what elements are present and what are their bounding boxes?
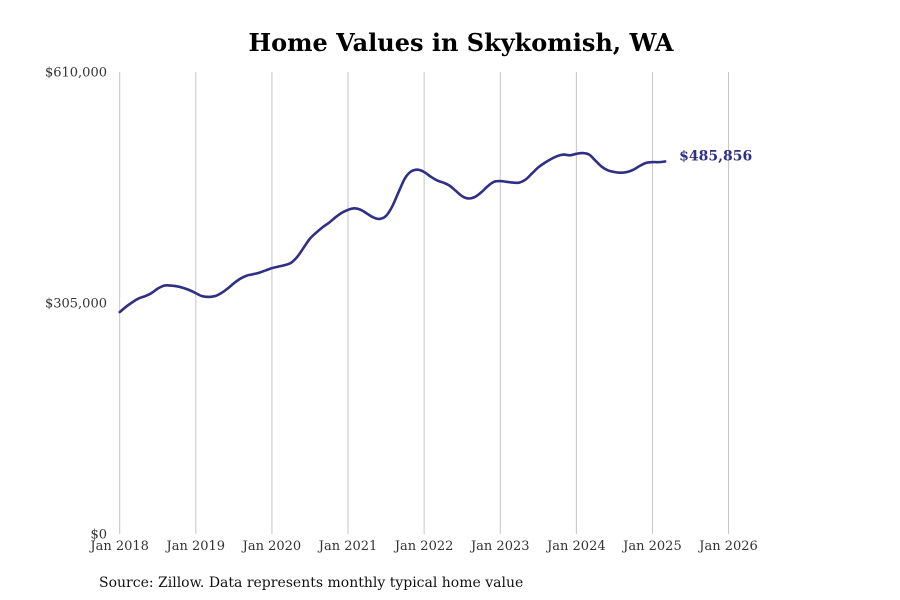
x-tick-label: Jan 2024 (545, 539, 606, 554)
y-axis-tick-labels: $0 $305,000 $610,000 (45, 66, 107, 543)
end-value-label: $485,856 (679, 148, 752, 164)
x-axis-tick-labels: Jan 2018 Jan 2019 Jan 2020 Jan 2021 Jan 2022… (88, 539, 757, 554)
x-tick-label: Jan 2021 (317, 539, 378, 554)
x-tick-label: Jan 2018 (88, 539, 149, 554)
y-tick-label: $305,000 (45, 297, 107, 312)
y-tick-label: $0 (90, 528, 107, 543)
source-note: Source: Zillow. Data represents monthly … (99, 575, 523, 591)
x-tick-label: Jan 2020 (241, 539, 302, 554)
x-tick-label: Jan 2025 (621, 539, 682, 554)
x-tick-label: Jan 2022 (393, 539, 454, 554)
x-tick-label: Jan 2026 (697, 539, 758, 554)
y-tick-label: $610,000 (45, 66, 107, 81)
x-tick-label: Jan 2023 (469, 539, 530, 554)
chart-title: Home Values in Skykomish, WA (248, 28, 673, 57)
gridlines (119, 72, 730, 534)
x-tick-label: Jan 2019 (165, 539, 226, 554)
home-value-line (118, 151, 667, 314)
